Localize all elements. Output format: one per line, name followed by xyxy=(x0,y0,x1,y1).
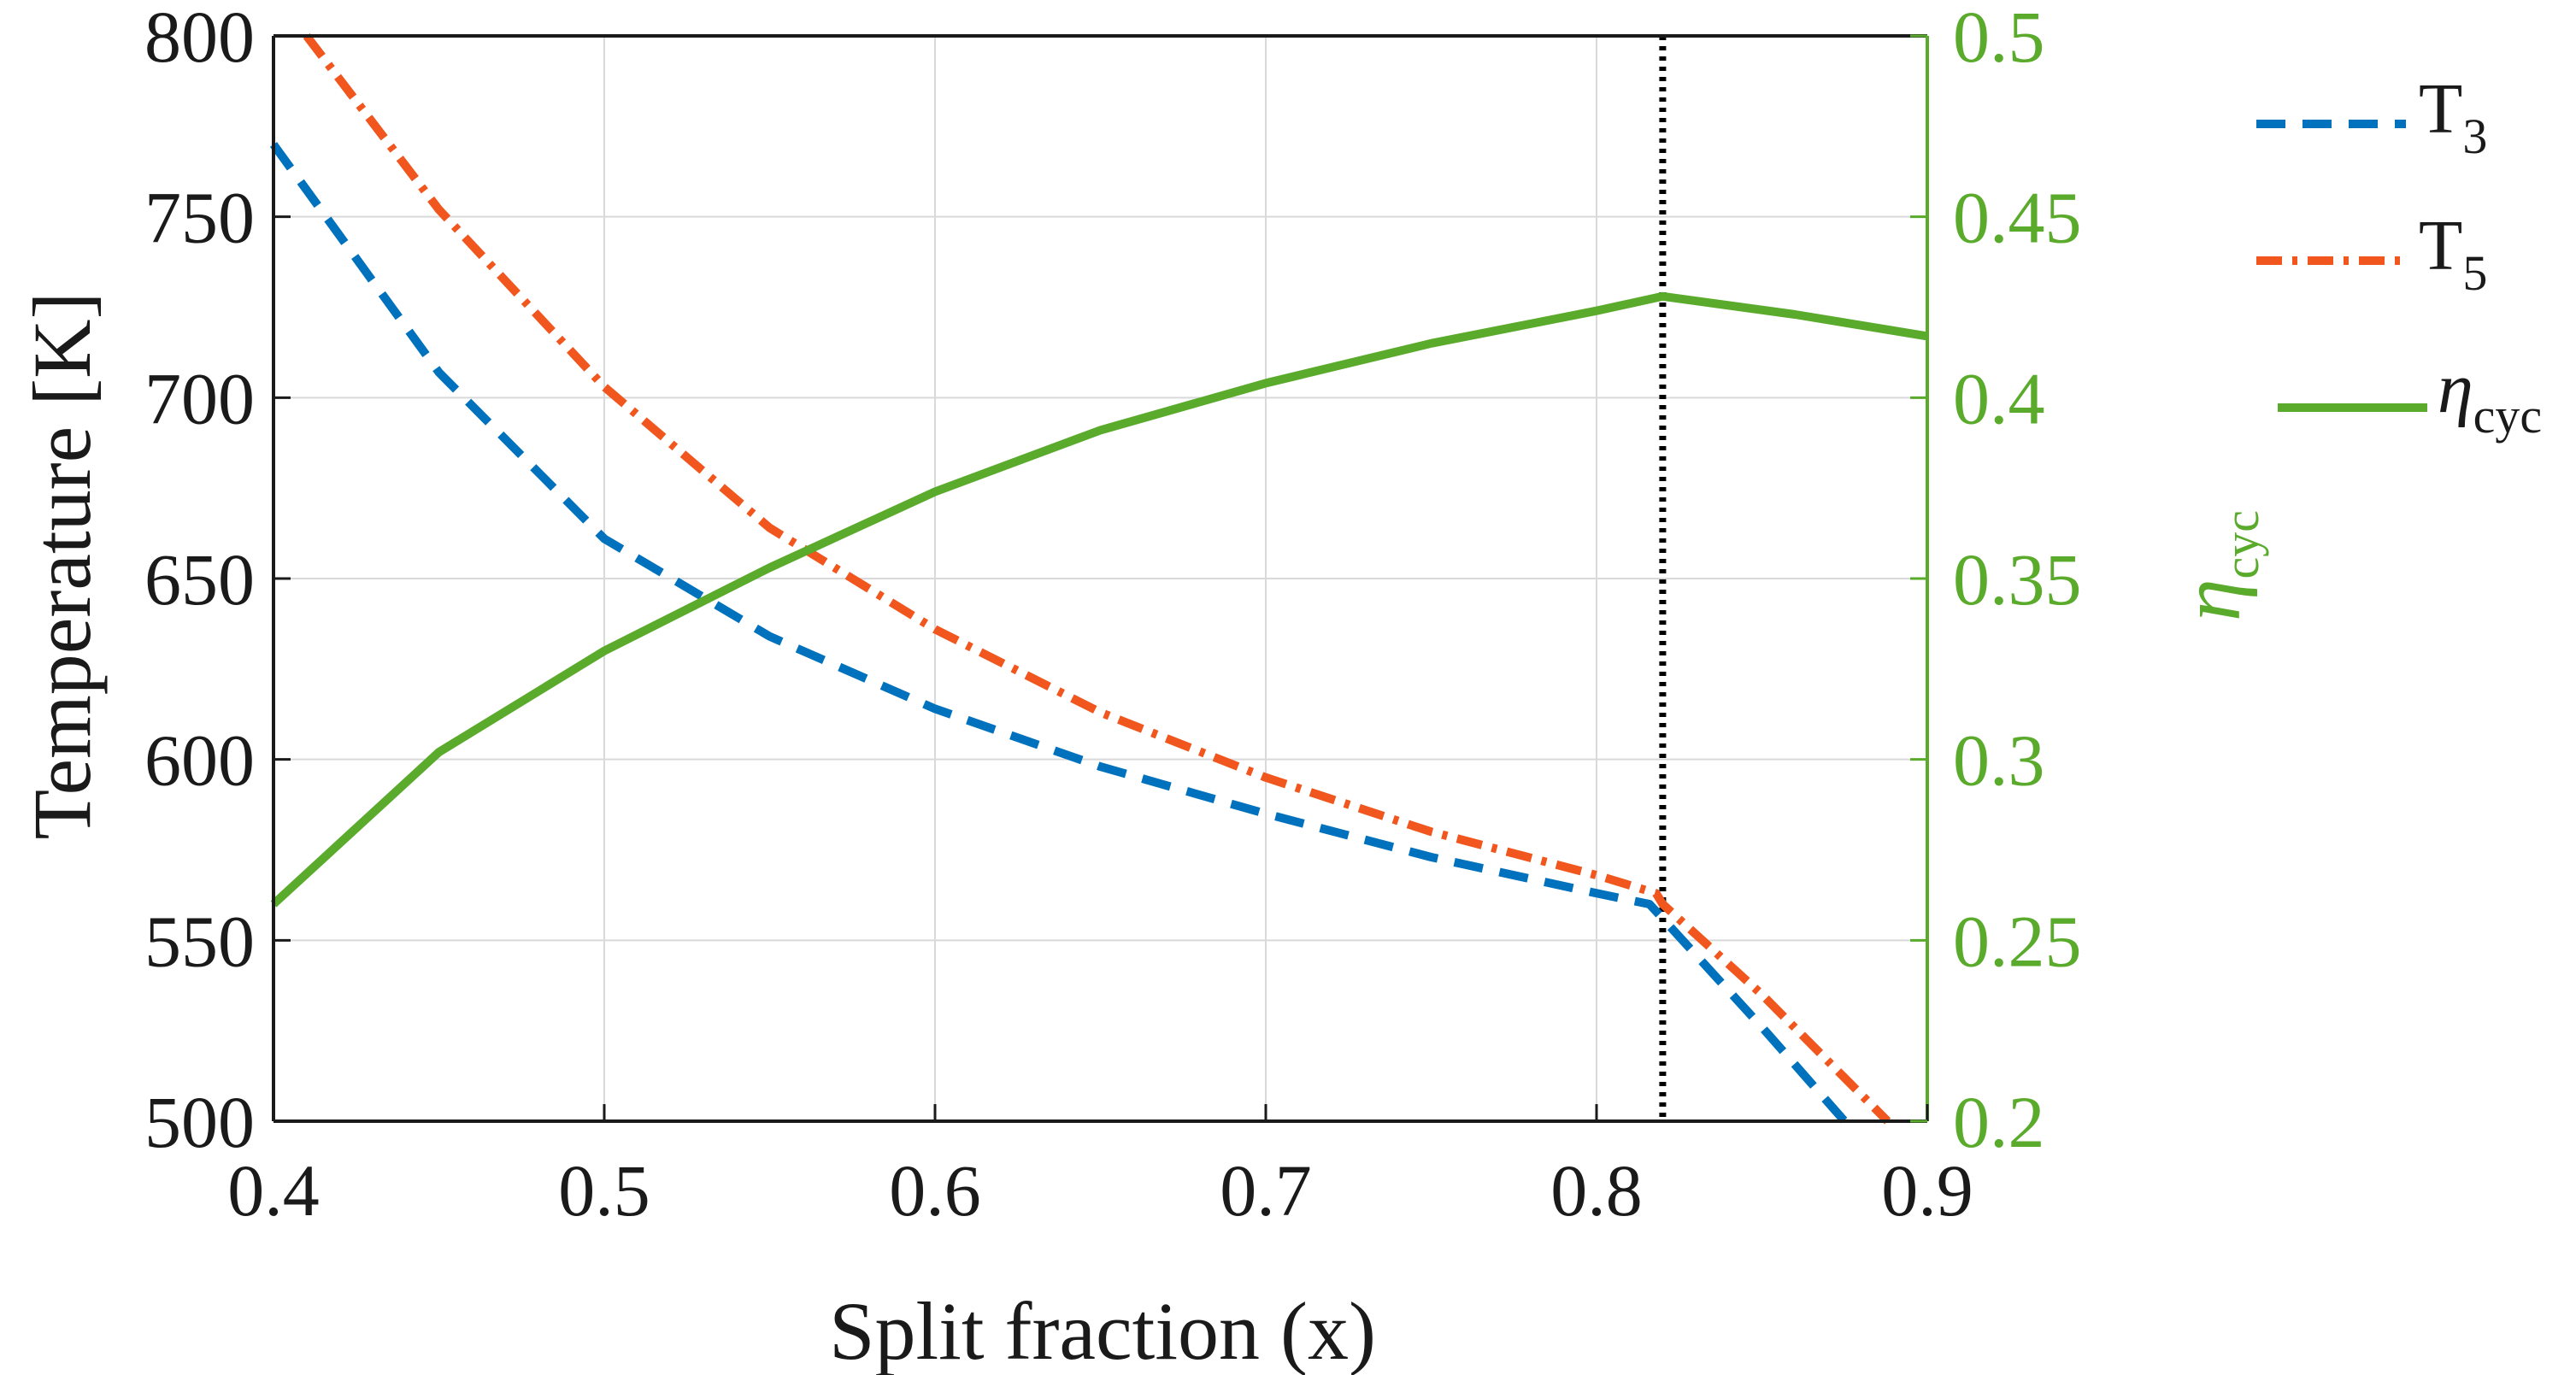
tick-labels: 0.4 0.5 0.6 0.7 0.8 0.9 500 550 600 650 700 750 800 0… xyxy=(144,0,2082,1231)
legend-label-t3: T3 xyxy=(2419,69,2487,164)
y-left-tick-label: 750 xyxy=(144,177,255,259)
y-left-tick-label: 800 xyxy=(144,0,255,78)
y-right-tick-label: 0.4 xyxy=(1953,357,2045,439)
series-layer xyxy=(269,32,1928,1125)
y-left-tick-label: 600 xyxy=(144,720,255,802)
x-tick-label: 0.4 xyxy=(227,1149,320,1231)
legend-item-t5: T5 xyxy=(2256,206,2487,301)
y-right-tick-label: 0.3 xyxy=(1953,720,2045,802)
y-axis-label-right-sub: cyc xyxy=(2214,510,2269,579)
legend-label-eta: ηcyc xyxy=(2438,349,2542,444)
series-line-t3 xyxy=(269,142,1849,1125)
legend: T3 T5 ηcyc xyxy=(2256,69,2542,444)
y-left-tick-label: 500 xyxy=(144,1081,255,1163)
series-line-t5 xyxy=(303,32,1891,1125)
y-right-tick-label: 0.35 xyxy=(1953,538,2082,620)
y-axis-label-right-base: η xyxy=(2163,579,2258,621)
legend-item-t3: T3 xyxy=(2256,69,2487,164)
x-tick-label: 0.8 xyxy=(1550,1149,1643,1231)
y-right-tick-label: 0.2 xyxy=(1953,1081,2045,1163)
x-tick-label: 0.5 xyxy=(558,1149,650,1231)
legend-item-eta: ηcyc xyxy=(2278,349,2542,444)
axes xyxy=(272,34,1929,1123)
y-right-tick-label: 0.25 xyxy=(1953,900,2082,982)
y-axis-label-left: Temperature [K] xyxy=(16,292,108,840)
grid xyxy=(273,36,1927,1121)
y-right-tick-label: 0.5 xyxy=(1953,0,2045,78)
y-left-tick-label: 700 xyxy=(144,357,255,439)
series-line-cyc xyxy=(270,291,1928,908)
y-axis-label-right: ηcyc xyxy=(2163,510,2269,621)
legend-label-t5: T5 xyxy=(2419,206,2487,301)
y-left-tick-label: 550 xyxy=(144,900,255,982)
x-tick-label: 0.6 xyxy=(889,1149,981,1231)
x-tick-label: 0.9 xyxy=(1881,1149,1973,1231)
x-axis-label: Split fraction (x) xyxy=(829,1285,1376,1375)
x-tick-label: 0.7 xyxy=(1220,1149,1312,1231)
y-left-tick-label: 650 xyxy=(144,538,255,620)
y-right-tick-label: 0.45 xyxy=(1953,177,2082,259)
